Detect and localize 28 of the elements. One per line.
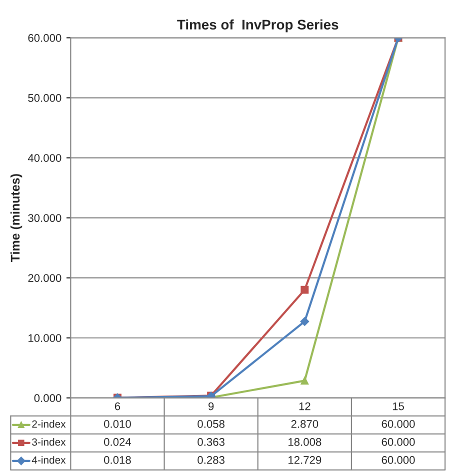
y-tick-label: 50.000 (28, 94, 62, 102)
data-label: 60.000 (382, 438, 415, 446)
y-tick-label: 0.000 (34, 394, 62, 402)
y-axis-title: Time (minutes) (10, 174, 22, 262)
legend-label: 4-index (32, 456, 66, 464)
data-label: 0.024 (104, 438, 132, 446)
data-label: 18.008 (288, 438, 322, 446)
data-label: 0.283 (198, 456, 224, 464)
data-label: 0.018 (104, 456, 131, 464)
x-tick-label: 12 (299, 402, 310, 410)
x-tick-label: 9 (208, 402, 214, 410)
y-tick-label: 40.000 (28, 154, 62, 162)
y-tick-label: 20.000 (28, 274, 62, 282)
y-tick-label: 30.000 (28, 214, 62, 222)
legend-label: 3-index (32, 438, 66, 446)
data-label: 12.729 (288, 456, 322, 464)
x-tick-label: 6 (114, 402, 120, 410)
data-label: 2.870 (291, 420, 318, 428)
data-label: 60.000 (382, 420, 415, 428)
data-label: 0.363 (198, 438, 224, 446)
y-tick-label: 10.000 (28, 334, 62, 342)
chart-title: Times of InvProp Series (177, 19, 338, 32)
x-tick-label: 15 (392, 402, 404, 410)
data-label: 60.000 (382, 456, 415, 464)
data-label: 0.058 (198, 420, 224, 428)
data-label: 0.010 (104, 420, 131, 428)
legend-label: 2-index (32, 420, 66, 428)
y-tick-label: 60.000 (28, 34, 62, 42)
